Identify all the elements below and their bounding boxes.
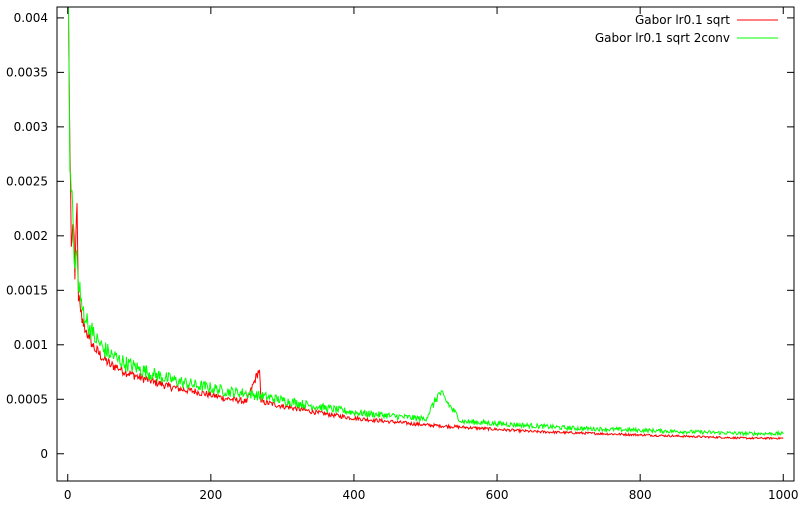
- y-tick-label: 0.0015: [6, 283, 48, 297]
- y-tick-label: 0: [40, 447, 48, 461]
- y-tick-label: 0.004: [14, 11, 48, 25]
- legend-label-2: Gabor lr0.1 sqrt 2conv: [595, 31, 730, 45]
- x-tick-label: 800: [629, 488, 652, 502]
- series-line-1: [67, 6, 784, 441]
- y-tick-label: 0.0035: [6, 65, 48, 79]
- y-tick-label: 0.003: [14, 120, 48, 134]
- y-tick-label: 0.002: [14, 229, 48, 243]
- x-tick-label: 600: [486, 488, 509, 502]
- legend: Gabor lr0.1 sqrt Gabor lr0.1 sqrt 2conv: [595, 13, 778, 45]
- x-tick-label: 400: [342, 488, 365, 502]
- y-tick-label: 0.0025: [6, 174, 48, 188]
- plot-frame: [56, 6, 795, 482]
- x-tick-label: 200: [199, 488, 222, 502]
- x-tick-label: 0: [64, 488, 72, 502]
- series-layer: [67, 6, 784, 441]
- y-tick-label: 0.001: [14, 338, 48, 352]
- legend-label-1: Gabor lr0.1 sqrt: [635, 13, 730, 27]
- axes-layer: 0 0.0005 0.001 0.0015 0.002 0.0025 0.003 0.0035…: [6, 6, 799, 502]
- y-tick-label: 0.0005: [6, 392, 48, 406]
- x-tick-label: 1000: [768, 488, 799, 502]
- series-line-2: [67, 6, 784, 437]
